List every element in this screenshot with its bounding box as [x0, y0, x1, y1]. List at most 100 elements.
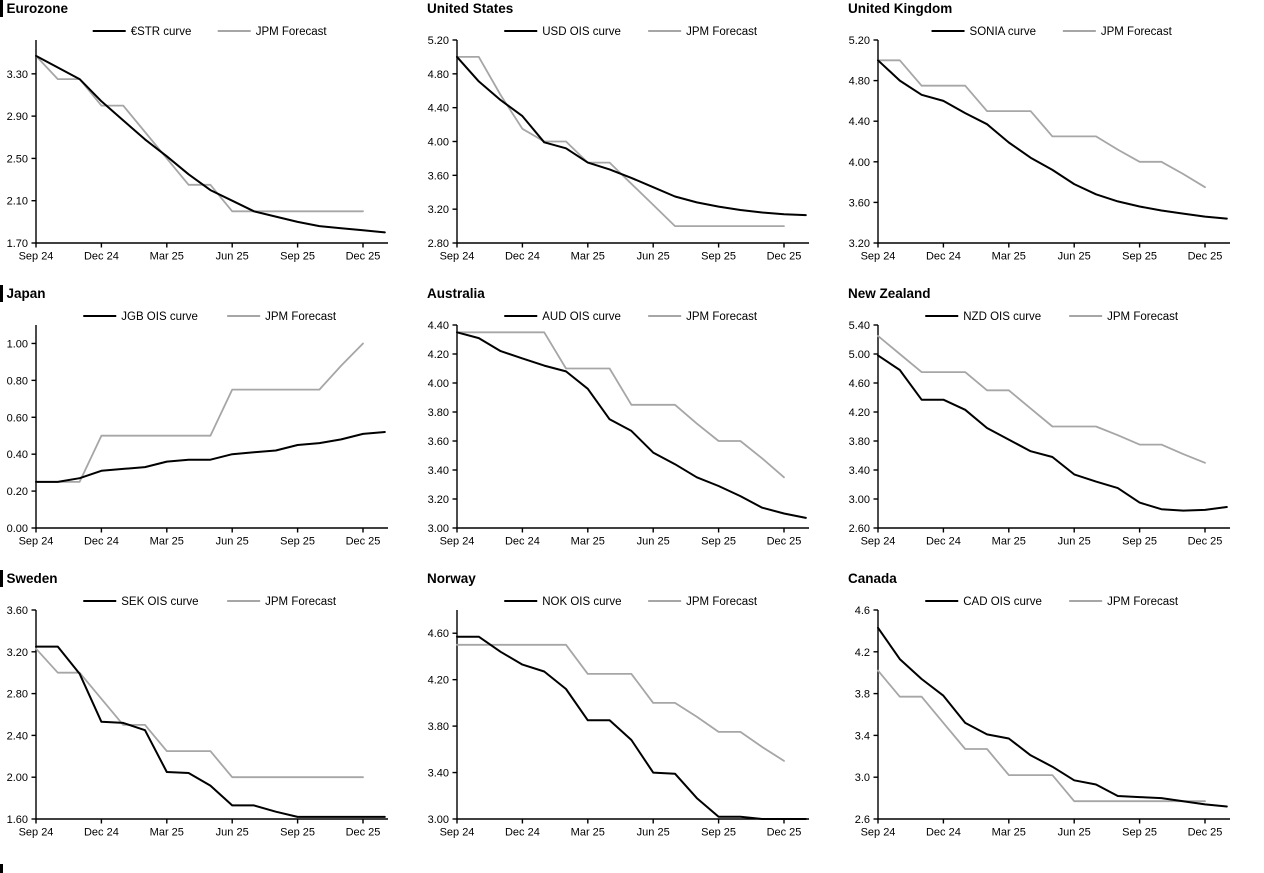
chart-header: Canada — [842, 570, 1264, 590]
x-tick-label: Dec 24 — [926, 827, 961, 839]
section-bar — [0, 570, 3, 587]
y-tick-label: 3.80 — [428, 407, 449, 419]
legend-label: JPM Forecast — [265, 596, 337, 608]
y-tick-label: 3.20 — [849, 238, 870, 250]
y-tick-label: 4.80 — [849, 76, 870, 88]
x-tick-label: Mar 25 — [571, 827, 605, 839]
axes — [877, 610, 1230, 820]
y-tick-label: 3.40 — [428, 768, 449, 780]
chart-header: Norway — [421, 570, 842, 590]
legend-label: JPM Forecast — [1107, 596, 1179, 608]
y-tick-label: 1.00 — [7, 338, 28, 350]
x-tick-label: Dec 25 — [346, 251, 381, 263]
chart-header: Australia — [421, 285, 842, 305]
chart-cell-canada: Canada CAD OIS curve JPM Forecast 2.6 3.0 3.… — [842, 570, 1264, 873]
chart-sweden: SEK OIS curve JPM Forecast 1.60 2.00 2.40 2.8… — [7, 596, 388, 839]
series-line-jgb-ois-curve — [35, 431, 386, 483]
x-tick-label: Dec 25 — [346, 827, 381, 839]
y-tick-label: 5.00 — [849, 349, 870, 361]
legend-label: €STR curve — [131, 26, 192, 38]
chart-header: United States — [421, 0, 842, 20]
chart-title: Sweden — [6, 571, 58, 586]
y-tick-label: 4.6 — [855, 605, 870, 617]
chart-cell-norway: Norway NOK OIS curve JPM Forecast 3.00 3.40… — [421, 570, 842, 873]
y-tick-label: 2.80 — [7, 689, 28, 701]
legend-label: CAD OIS curve — [963, 596, 1042, 608]
x-tick-label: Dec 24 — [505, 251, 540, 263]
legend-label: JPM Forecast — [686, 596, 758, 608]
series-line-jpm-forecast — [877, 669, 1206, 803]
y-tick-label: 3.0 — [855, 772, 870, 784]
x-tick-label: Sep 24 — [19, 827, 54, 839]
legend: USD OIS curve JPM Forecast — [504, 26, 758, 38]
chart-united-kingdom: SONIA curve JPM Forecast 3.20 3.60 4.00 4.40 4… — [849, 26, 1230, 263]
x-tick-label: Dec 24 — [926, 536, 961, 548]
y-tick-label: 3.60 — [428, 436, 449, 448]
y-tick-label: 4.20 — [849, 407, 870, 419]
series-line-jpm-forecast — [456, 56, 785, 228]
series-line-str-curve — [35, 54, 386, 234]
y-tick-label: 4.40 — [428, 103, 449, 115]
x-tick-label: Sep 25 — [701, 827, 736, 839]
x-tick-label: Sep 25 — [701, 251, 736, 263]
series-line-jpm-forecast — [35, 342, 364, 483]
x-tick-label: Sep 24 — [440, 251, 475, 263]
chart-title: Japan — [6, 286, 46, 301]
x-tick-label: Mar 25 — [150, 827, 184, 839]
section-bar — [0, 0, 3, 17]
chart-header: Japan — [0, 285, 421, 305]
y-tick-label: 4.80 — [428, 69, 449, 81]
x-tick-label: Sep 25 — [1122, 827, 1157, 839]
section-bar — [0, 285, 3, 302]
y-tick-label: 0.40 — [7, 449, 28, 461]
legend: SONIA curve JPM Forecast — [931, 26, 1173, 38]
series-line-jpm-forecast — [456, 331, 785, 479]
chart-cell-eurozone: Eurozone €STR curve JPM Forecast 1.70 2.10 2… — [0, 0, 421, 285]
x-tick-label: Jun 25 — [637, 251, 670, 263]
legend-label: JGB OIS curve — [121, 311, 198, 323]
chart-cell-united-states: United States USD OIS curve JPM Forecast 2… — [421, 0, 842, 285]
chart-cell-sweden: Sweden SEK OIS curve JPM Forecast 1.60 2.00… — [0, 570, 421, 873]
series-line-jpm-forecast — [35, 55, 364, 213]
y-tick-label: 2.80 — [428, 238, 449, 250]
series-line-nok-ois-curve — [456, 635, 807, 820]
axes — [456, 610, 809, 820]
y-tick-label: 0.00 — [7, 523, 28, 535]
series-line-usd-ois-curve — [456, 55, 807, 217]
x-tick-label: Sep 24 — [861, 536, 896, 548]
x-tick-label: Dec 25 — [767, 827, 802, 839]
section-bar-cutoff — [0, 864, 3, 873]
series-line-sonia-curve — [877, 59, 1228, 220]
chart-cell-japan: Japan JGB OIS curve JPM Forecast 0.00 0.20 0… — [0, 285, 421, 570]
y-tick-label: 3.80 — [849, 436, 870, 448]
legend-label: SONIA curve — [970, 26, 1036, 38]
legend-label: NZD OIS curve — [963, 311, 1041, 323]
axes — [35, 325, 388, 529]
series-line-jpm-forecast — [456, 643, 785, 762]
x-tick-label: Sep 24 — [861, 827, 896, 839]
y-tick-label: 3.4 — [855, 730, 870, 742]
y-tick-label: 1.70 — [7, 238, 28, 250]
x-tick-label: Sep 24 — [19, 536, 54, 548]
legend: €STR curve JPM Forecast — [92, 26, 327, 38]
x-tick-label: Mar 25 — [571, 251, 605, 263]
x-tick-label: Sep 24 — [440, 827, 475, 839]
chart-title: Eurozone — [6, 1, 69, 16]
legend-label: JPM Forecast — [686, 311, 758, 323]
legend: AUD OIS curve JPM Forecast — [504, 311, 758, 323]
chart-header: New Zealand — [842, 285, 1264, 305]
series-line-cad-ois-curve — [877, 626, 1228, 808]
y-tick-label: 3.00 — [428, 814, 449, 826]
x-tick-label: Dec 25 — [1188, 251, 1223, 263]
x-tick-label: Mar 25 — [150, 536, 184, 548]
y-tick-label: 4.20 — [428, 349, 449, 361]
x-tick-label: Jun 25 — [1058, 251, 1091, 263]
x-tick-label: Dec 25 — [346, 536, 381, 548]
y-tick-label: 3.40 — [849, 465, 870, 477]
x-tick-label: Sep 25 — [1122, 536, 1157, 548]
chart-australia: AUD OIS curve JPM Forecast 3.00 3.20 3.40 3.6… — [428, 311, 809, 548]
chart-cell-new-zealand: New Zealand NZD OIS curve JPM Forecast 2.6… — [842, 285, 1264, 570]
legend-label: USD OIS curve — [542, 26, 621, 38]
chart-header: United Kingdom — [842, 0, 1264, 20]
